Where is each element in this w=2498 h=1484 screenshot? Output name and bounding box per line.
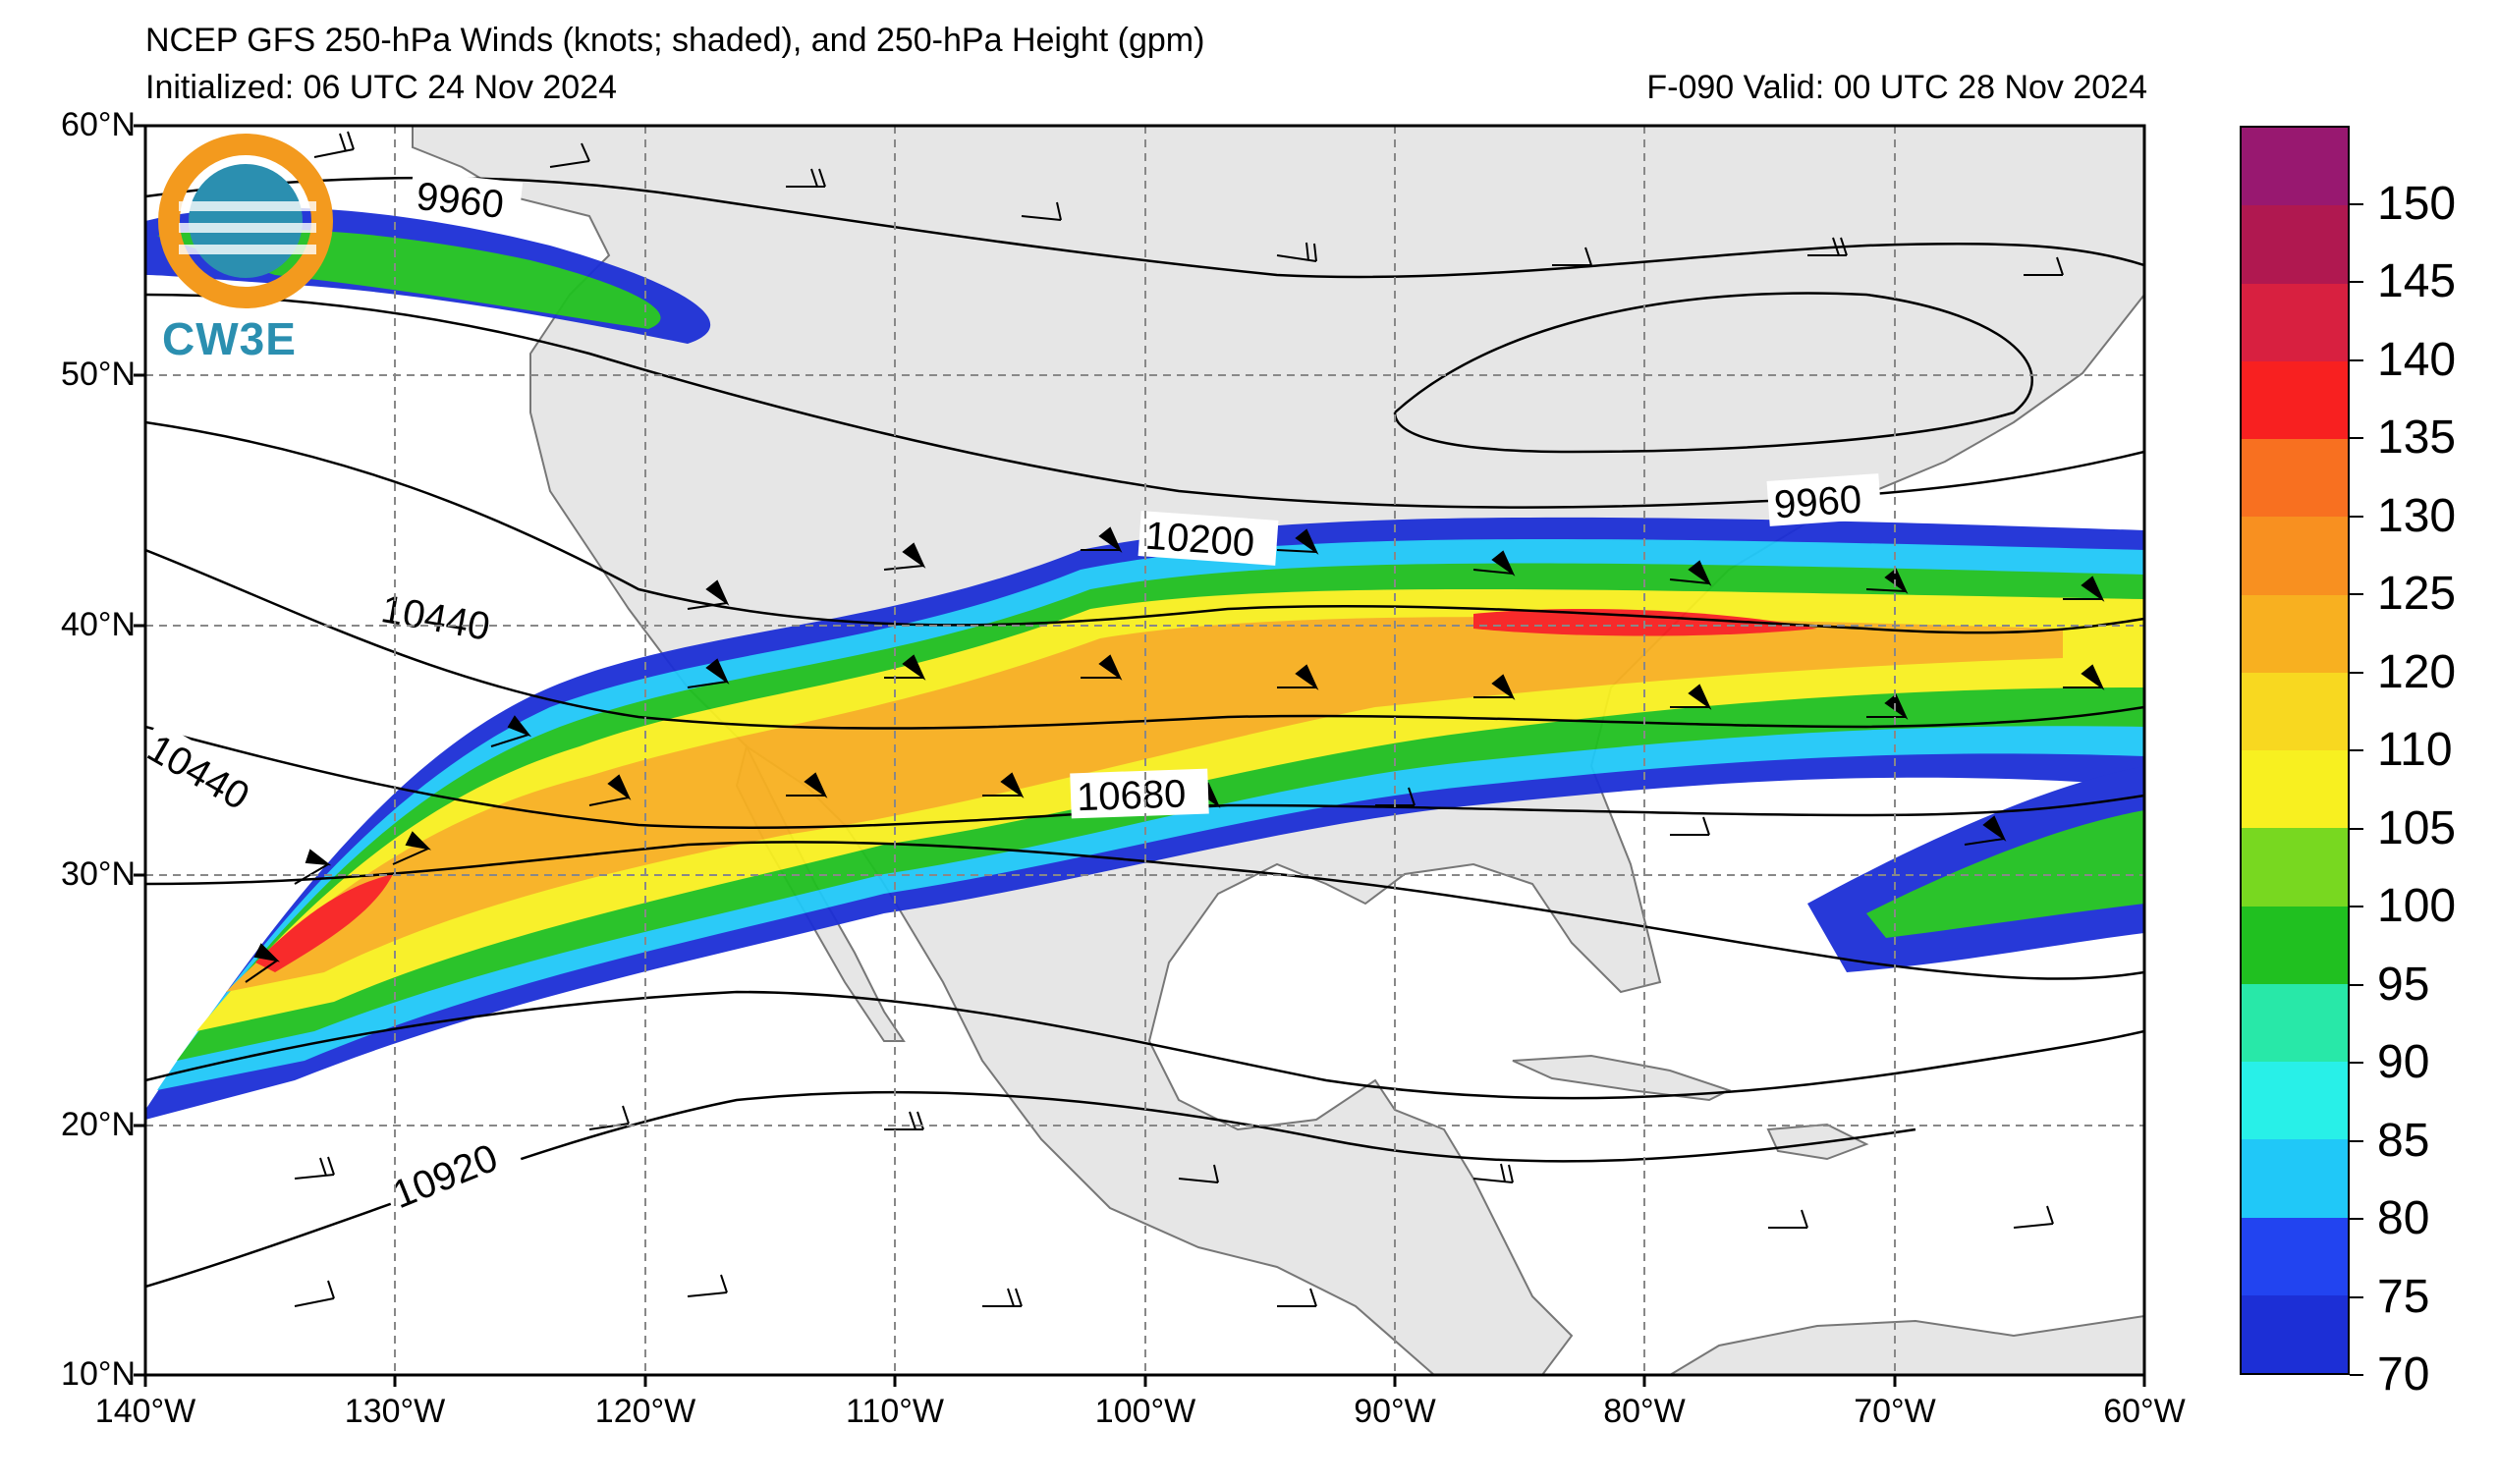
cuba-island — [1512, 1054, 1732, 1102]
colorbar-segment — [2242, 1062, 2348, 1140]
colorbar-tick — [2350, 1062, 2363, 1064]
lat-label-60: 60°N — [61, 106, 136, 143]
colorbar-segment — [2242, 439, 2348, 518]
colorbar-segment — [2242, 1217, 2348, 1295]
colorbar-segment — [2242, 360, 2348, 439]
lon-label-70w: 70°W — [1854, 1393, 1936, 1430]
lon-label-130w: 130°W — [344, 1393, 446, 1430]
colorbar-tick — [2350, 202, 2363, 205]
lon-label-60w: 60°W — [2103, 1393, 2186, 1430]
colorbar-label: 110 — [2377, 724, 2453, 776]
map-gridlines — [145, 126, 2144, 1375]
colorbar-segment — [2242, 1139, 2348, 1218]
colorbar-tick — [2350, 1218, 2363, 1220]
colorbar-tick — [2350, 515, 2363, 518]
colorbar-segment — [2242, 205, 2348, 284]
colorbar-label: 80 — [2377, 1192, 2430, 1244]
lat-label-30: 30°N — [61, 855, 136, 893]
colorbar-tick — [2350, 593, 2363, 595]
colorbar-segment — [2242, 1294, 2348, 1373]
colorbar-label: 70 — [2377, 1348, 2430, 1401]
axis-ticks — [134, 124, 2146, 1387]
colorbar-tick — [2350, 437, 2363, 439]
colorbar-label: 100 — [2377, 880, 2457, 932]
colorbar-label: 120 — [2377, 645, 2457, 698]
initialized-time: Initialized: 06 UTC 24 Nov 2024 — [145, 69, 618, 106]
colorbar-tick — [2350, 1295, 2363, 1298]
colorbar-segment — [2242, 983, 2348, 1062]
lat-label-20: 20°N — [61, 1106, 136, 1143]
colorbar-segment — [2242, 128, 2348, 206]
colorbar-label: 140 — [2377, 333, 2457, 386]
colorbar-segment — [2242, 672, 2348, 750]
colorbar-segment — [2242, 750, 2348, 829]
lon-label-120w: 120°W — [594, 1393, 696, 1430]
contour-label-10680: 10680 — [1076, 772, 1187, 819]
lon-label-100w: 100°W — [1094, 1393, 1196, 1430]
south-america-land — [1668, 1314, 2144, 1375]
lon-label-140w: 140°W — [94, 1393, 196, 1430]
colorbar-tick — [2350, 1139, 2363, 1142]
contour-label-10200: 10200 — [1143, 515, 1255, 566]
lat-label-10: 10°N — [61, 1355, 136, 1393]
colorbar-label: 75 — [2377, 1270, 2430, 1323]
colorbar-label: 150 — [2377, 177, 2457, 230]
colorbar-label: 130 — [2377, 489, 2457, 542]
logo-text: CW3E — [162, 313, 297, 364]
colorbar-tick — [2350, 983, 2363, 986]
colorbar-label: 125 — [2377, 568, 2457, 620]
colorbar-segment — [2242, 906, 2348, 984]
lat-label-40: 40°N — [61, 606, 136, 643]
contour-label-9960-east: 9960 — [1773, 477, 1863, 526]
colorbar-tick — [2350, 671, 2363, 674]
colorbar-tick — [2350, 749, 2363, 751]
colorbar-label: 145 — [2377, 255, 2457, 307]
contour-label-9960-west: 9960 — [415, 175, 506, 227]
lat-label-50: 50°N — [61, 356, 136, 393]
colorbar-segment — [2242, 283, 2348, 361]
lon-label-80w: 80°W — [1603, 1393, 1686, 1430]
colorbar-label: 85 — [2377, 1114, 2430, 1167]
colorbar-tick — [2350, 281, 2363, 283]
colorbar-label: 95 — [2377, 958, 2430, 1011]
cw3e-logo — [158, 134, 333, 308]
colorbar-tick — [2350, 358, 2363, 361]
map-title: NCEP GFS 250-hPa Winds (knots; shaded), … — [145, 22, 1205, 59]
wind-speed-colorbar — [2240, 126, 2350, 1375]
colorbar-label: 90 — [2377, 1036, 2430, 1088]
colorbar-label: 105 — [2377, 801, 2457, 854]
colorbar-tick — [2350, 1374, 2363, 1376]
colorbar-tick — [2350, 906, 2363, 907]
colorbar-segment — [2242, 517, 2348, 595]
valid-time: F-090 Valid: 00 UTC 28 Nov 2024 — [1646, 69, 2147, 106]
colorbar-label: 135 — [2377, 412, 2457, 464]
lon-label-110w: 110°W — [846, 1393, 944, 1430]
colorbar-tick — [2350, 827, 2363, 830]
lon-label-90w: 90°W — [1354, 1393, 1436, 1430]
colorbar-segment — [2242, 828, 2348, 907]
colorbar-segment — [2242, 594, 2348, 673]
